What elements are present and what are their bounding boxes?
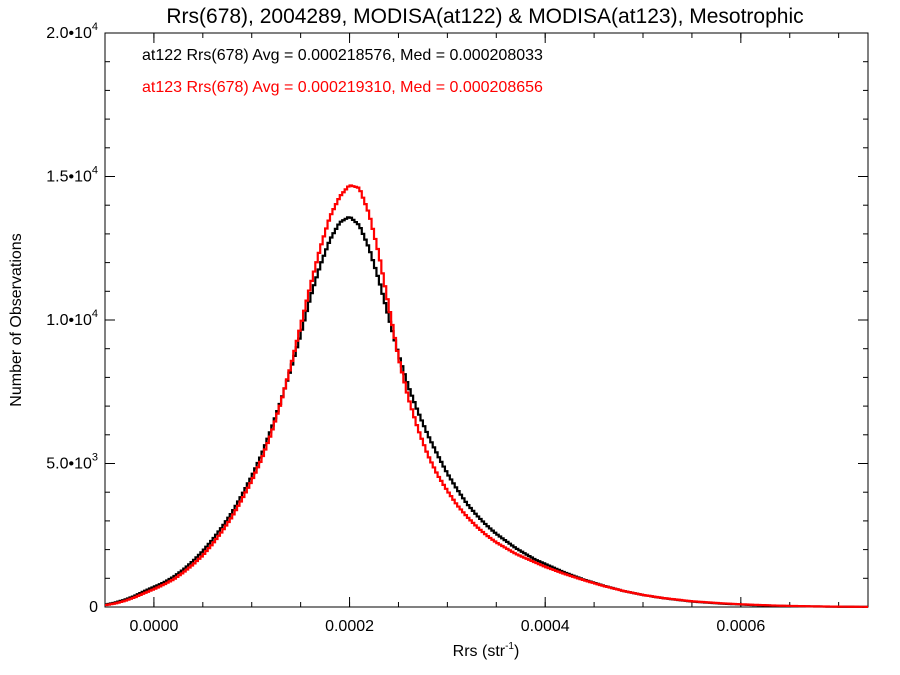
x-axis-label-close: ) bbox=[514, 643, 519, 660]
y-tick-label: 0 bbox=[89, 599, 98, 616]
x-tick-label: 0.0002 bbox=[325, 618, 374, 635]
x-tick-label: 0.0004 bbox=[521, 618, 570, 635]
chart-title: Rrs(678), 2004289, MODISA(at122) & MODIS… bbox=[166, 5, 803, 28]
y-tick-label: 1.5•104 bbox=[46, 165, 98, 186]
x-axis-label-main: Rrs (str bbox=[453, 643, 506, 660]
x-tick-labels: 0.0000 0.0002 0.0004 0.0006 bbox=[129, 618, 765, 635]
y-tick-label: 2.0•104 bbox=[46, 21, 98, 42]
axis-ticks bbox=[105, 32, 868, 608]
annotation-at122: at122 Rrs(678) Avg = 0.000218576, Med = … bbox=[142, 47, 543, 64]
y-tick-labels: 0 5.0•103 1.0•104 1.5•104 2.0•104 bbox=[46, 21, 98, 616]
annotation-at123: at123 Rrs(678) Avg = 0.000219310, Med = … bbox=[142, 79, 543, 96]
x-tick-label: 0.0006 bbox=[716, 618, 765, 635]
y-axis-label: Number of Observations bbox=[8, 233, 25, 406]
y-tick-label: 1.0•104 bbox=[46, 308, 98, 329]
series-line-at123 bbox=[105, 184, 868, 608]
series-group bbox=[105, 184, 868, 608]
y-tick-label: 5.0•103 bbox=[46, 452, 98, 473]
x-axis-label-sup: -1 bbox=[505, 641, 514, 652]
x-axis-label: Rrs (str-1) bbox=[453, 641, 520, 660]
x-tick-label: 0.0000 bbox=[129, 618, 178, 635]
